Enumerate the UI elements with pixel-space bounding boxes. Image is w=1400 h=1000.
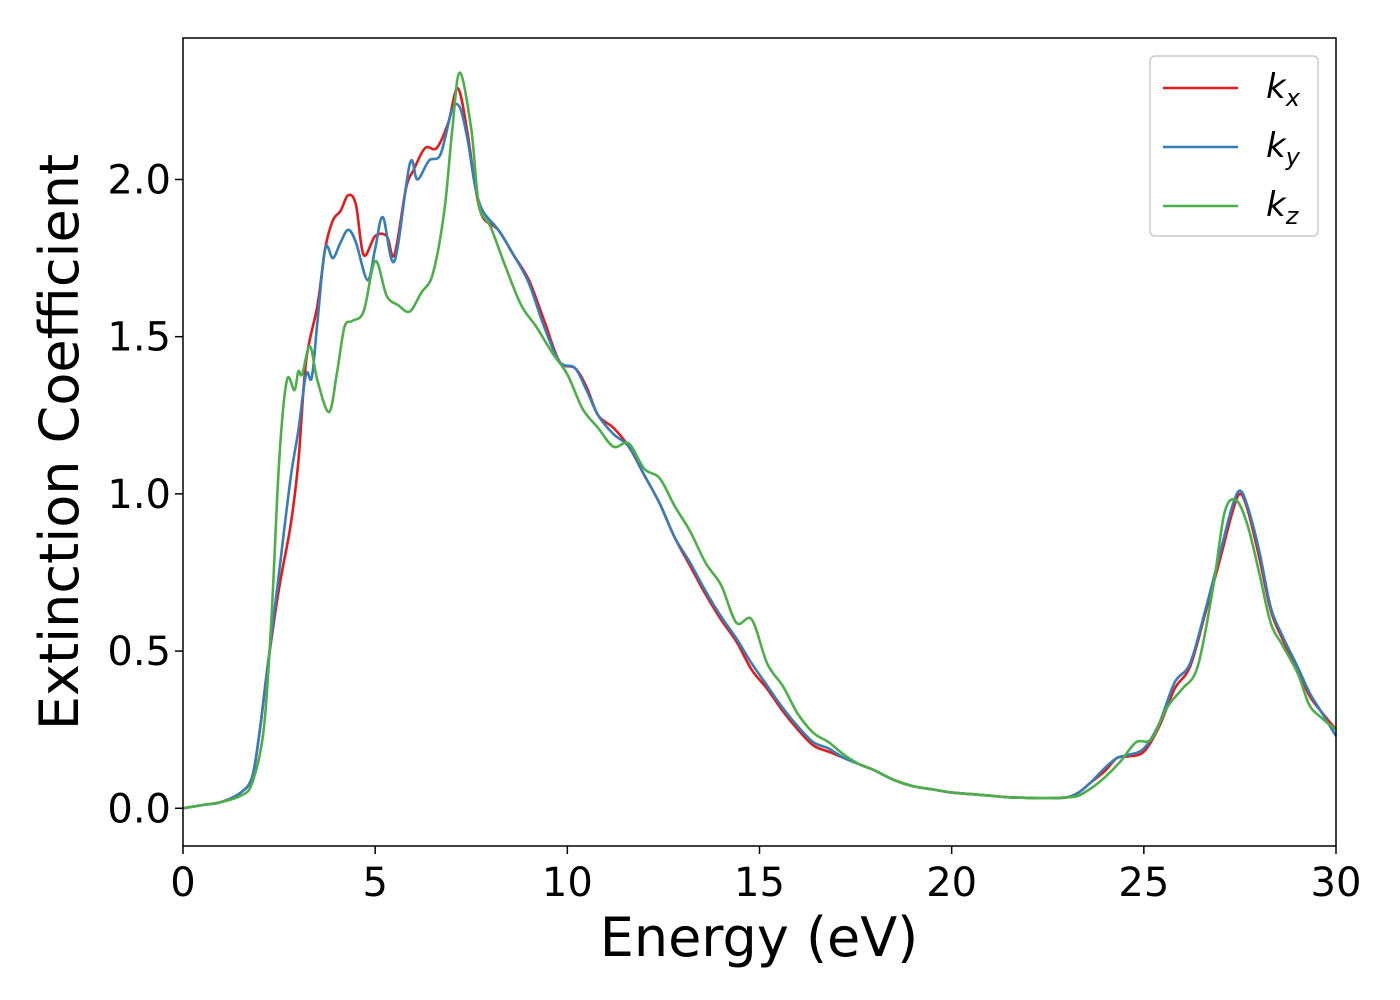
series-lines [182, 71, 1338, 810]
x-tick-label: 25 [1118, 860, 1169, 906]
legend-label-kz: kz [1266, 185, 1300, 230]
x-tick-label: 15 [734, 860, 785, 906]
x-tick-label: 0 [170, 860, 195, 906]
y-tick-label: 1.5 [107, 315, 171, 361]
y-axis-ticks: 0.0 0.5 1.0 1.5 2.0 [107, 157, 183, 832]
y-tick-label: 2.0 [107, 157, 171, 203]
x-axis-label: Energy (eV) [600, 906, 919, 969]
legend-label-ky: ky [1266, 126, 1301, 171]
y-tick-label: 0.5 [107, 629, 171, 675]
x-tick-label: 20 [926, 860, 977, 906]
x-tick-label: 30 [1311, 860, 1362, 906]
y-axis-label: Extinction Coefficient [28, 154, 91, 730]
x-tick-label: 10 [542, 860, 593, 906]
series-line-kz [182, 71, 1337, 810]
y-tick-label: 0.0 [107, 786, 171, 832]
x-axis-ticks: 0 5 10 15 20 25 30 [170, 846, 1361, 906]
x-tick-label: 5 [362, 860, 387, 906]
legend-label-kx: kx [1266, 67, 1301, 112]
y-tick-label: 1.0 [107, 472, 171, 518]
legend: kx ky kz [1149, 55, 1319, 237]
